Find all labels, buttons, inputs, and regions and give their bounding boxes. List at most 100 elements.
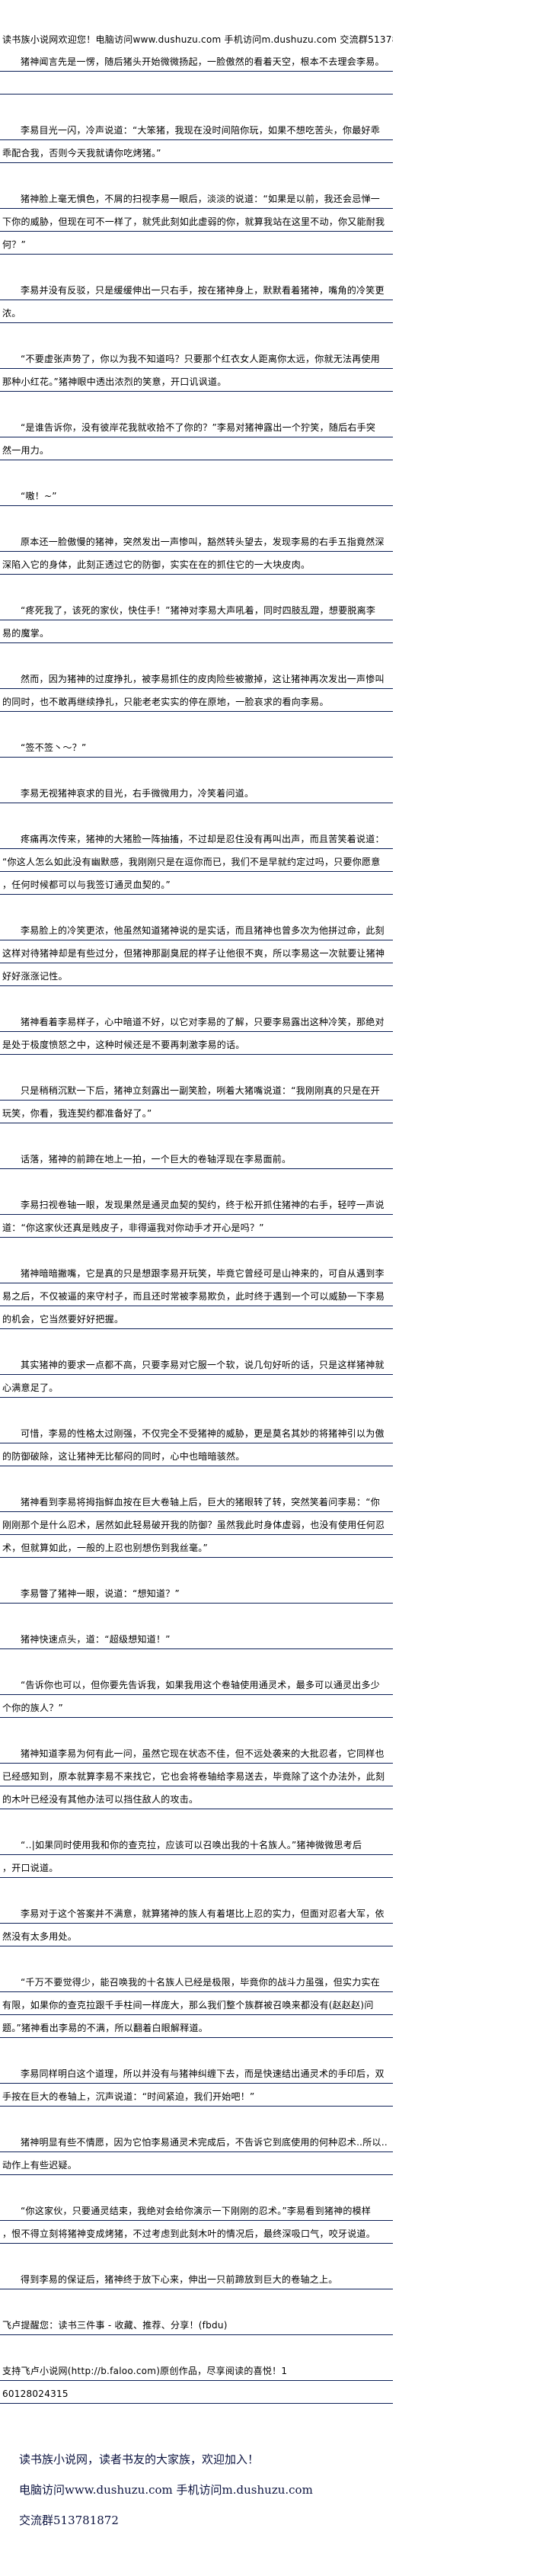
paragraph-gap <box>0 1055 393 1078</box>
paragraph-line: 是处于极度愤怒之中，这种时候还是不要再刺激李易的话。 <box>0 1032 393 1055</box>
paragraph-gap <box>0 1466 393 1489</box>
paragraph-gap <box>0 95 393 117</box>
paragraph-line: 猪神快速点头，道：“超级想知道！” <box>0 1626 393 1649</box>
paragraph-line: 话落，猪神的前蹄在地上一拍，一个巨大的卷轴浮现在李易面前。 <box>0 1146 393 1169</box>
paragraph-gap <box>0 1398 393 1421</box>
paragraph-line: 易的魔掌。 <box>0 620 393 643</box>
paragraph-line: 李易并没有反驳，只是缓缓伸出一只右手，按在猪神身上，默默看着猪神，嘴角的冷笑更 <box>0 277 393 300</box>
paragraph-line: 疼痛再次传来，猪神的大猪脸一阵抽搐，不过却是忍住没有再叫出声，而且苦笑着说道： <box>0 826 393 849</box>
paragraph-line: 得到李易的保证后，猪神终于放下心来，伸出一只前蹄放到巨大的卷轴之上。 <box>0 2267 393 2289</box>
paragraph-line: ，任何时候都可以与我签订通灵血契的。” <box>0 872 393 895</box>
paragraph-line: 然一用力。 <box>0 437 393 460</box>
paragraph-line: 李易同样明白这个道理，所以并没有与猪神纠缠下去，而是快速结出通灵术的手印后，双 <box>0 2061 393 2084</box>
paragraph-gap <box>0 1123 393 1146</box>
paragraph-gap <box>0 323 393 346</box>
paragraph-line: “‥|如果同时使用我和你的查克拉，应该可以召唤出我的十名族人。”猪神微微思考后 <box>0 1832 393 1855</box>
paragraph-line: 李易无视猪神哀求的目光，右手微微用力，冷笑着问道。 <box>0 780 393 803</box>
paragraph-line: 那种小红花。”猪神眼中透出浓烈的笑意，开口讥讽道。 <box>0 369 393 392</box>
paragraph-line: “你这家伙，只要通灵结束，我绝对会给你演示一下刚刚的忍术。”李易看到猪神的模样 <box>0 2198 393 2221</box>
paragraph-line: 道：“你这家伙还真是贱皮子，非得逼我对你动手才开心是吗？” <box>0 1215 393 1238</box>
paragraph-line: 题。”猪神看出李易的不满，所以翻着白眼解释道。 <box>0 2015 393 2038</box>
paragraph-gap <box>0 2107 393 2129</box>
paragraph-line: 猪神明显有些不情愿，因为它怕李易通灵术完成后，不告诉它到底使用的何种忍术‥所以‥ <box>0 2129 393 2152</box>
paragraph-gap <box>0 1329 393 1352</box>
footer-urls: 电脑访问www.dushuzu.com 手机访问m.dushuzu.com <box>19 2483 313 2497</box>
paragraph-line: 猪神知道李易为何有此一问，虽然它现在状态不佳，但不远处袭来的大批忍者，它同样也 <box>0 1741 393 1764</box>
notice-line: 支持飞卢小说网(http://b.faloo.com)原创作品，尽享阅读的喜悦！… <box>0 2358 393 2381</box>
paragraph-line: 个你的族人？” <box>0 1695 393 1718</box>
paragraph-line: 这样对待猪神却是有些过分，但猪神那副臭屁的样子让他很不爽，所以李易这一次就要让猪… <box>0 940 393 963</box>
paragraph-gap <box>0 1649 393 1672</box>
paragraph-line: ，开口说道。 <box>0 1855 393 1878</box>
footer-group: 交流群513781872 <box>19 2514 119 2527</box>
site-footer: 读书族小说网，读者书友的大家族，欢迎加入！ 电脑访问www.dushuzu.co… <box>19 2448 313 2539</box>
paragraph-gap <box>0 1718 393 1741</box>
paragraph-line: 李易瞥了猪神一眼，说道：“想知道？” <box>0 1581 393 1604</box>
paragraph-line: 下你的威胁，但现在可不一样了，就凭此刻如此虚弱的你，就算我站在这里不动，你又能耐… <box>0 209 393 232</box>
paragraph-line: ，恨不得立刻将猪神变成烤猪，不过考虑到此刻木叶的情况后，最终深吸口气，咬牙说道。 <box>0 2221 393 2244</box>
paragraph-line: 术，但就算如此，一般的上忍也别想伤到我丝毫。” <box>0 1535 393 1558</box>
paragraph-line: 易之后，不仅被逼的来守村子，而且还时常被李易欺负，此时终于遇到一个可以威胁一下李… <box>0 1283 393 1306</box>
footer-slogan: 读书族小说网，读者书友的大家族，欢迎加入！ <box>19 2453 260 2466</box>
paragraph-line: 猪神闻言先是一愣，随后猪头开始微微扬起，一脸傲然的看着天空，根本不去理会李易。 <box>0 49 393 72</box>
blank-ruled-line <box>0 72 393 95</box>
paragraph-gap <box>0 575 393 598</box>
paragraph-gap <box>0 2335 393 2358</box>
paragraph-line: 好好涨涨记性。 <box>0 963 393 986</box>
paragraph-line: 的机会，它当然要好好把握。 <box>0 1306 393 1329</box>
paragraph-line: 已经感知到，原本就算李易不来找它，它也会将卷轴给李易送去，毕竟除了这个办法外，此… <box>0 1764 393 1786</box>
paragraph-gap <box>0 2175 393 2198</box>
paragraph-line: 玩笑，你看，我连契约都准备好了。” <box>0 1101 393 1123</box>
paragraph-line: “签不签丶～？” <box>0 735 393 758</box>
paragraph-gap <box>0 2244 393 2267</box>
paragraph-line: 乖配合我，否则今天我就请你吃烤猪。” <box>0 140 393 163</box>
paragraph-line: 深陷入它的身体，此刻正透过它的防御，实实在在的抓住它的一大块皮肉。 <box>0 552 393 575</box>
paragraph-line: 的防御破除，这让猪神无比郁闷的同时，心中也暗暗骇然。 <box>0 1443 393 1466</box>
paragraph-gap <box>0 1946 393 1969</box>
paragraph-line: 何？” <box>0 232 393 255</box>
paragraph-line: 刚刚那个是什么忍术，居然如此轻易破开我的防御？虽然我此时身体虚弱，也没有使用任何… <box>0 1512 393 1535</box>
paragraph-line: “千万不要觉得少，能召唤我的十名族人已经是极限，毕竟你的战斗力虽强，但实力实在 <box>0 1969 393 1992</box>
paragraph-gap <box>0 1604 393 1626</box>
paragraph-line: 猪神看着李易样子，心中暗道不好，以它对李易的了解，只要李易露出这种冷笑，那绝对 <box>0 1009 393 1032</box>
paragraph-line: 猪神暗暗撇嘴，它是真的只是想跟李易开玩笑，毕竟它曾经可是山神来的，可自从遇到李 <box>0 1261 393 1283</box>
paragraph-line: 的木叶已经没有其他办法可以挡住敌人的攻击。 <box>0 1786 393 1809</box>
paragraph-line: 心满意足了。 <box>0 1375 393 1398</box>
paragraph-line: “嗷！~” <box>0 483 393 506</box>
paragraph-line: 李易对于这个答案并不满意，就算猪神的族人有着堪比上忍的实力，但面对忍者大军，依 <box>0 1901 393 1924</box>
notice-line: 飞卢提醒您：读书三件事 - 收藏、推荐、分享！(fbdu) <box>0 2312 393 2335</box>
paragraph-gap <box>0 895 393 918</box>
paragraph-line: 原本还一脸傲慢的猪神，突然发出一声惨叫，豁然转头望去，发现李易的右手五指竟然深 <box>0 529 393 552</box>
paragraph-gap <box>0 712 393 735</box>
paragraph-line: 的同时，也不敢再继续挣扎，只能老老实实的停在原地，一脸哀求的看向李易。 <box>0 689 393 712</box>
paragraph-line: “不要虚张声势了，你以为我不知道吗？只要那个红衣女人距离你太远，你就无法再使用 <box>0 346 393 369</box>
paragraph-line: 只是稍稍沉默一下后，猪神立刻露出一副笑脸，咧着大猪嘴说道：“我刚刚真的只是在开 <box>0 1078 393 1101</box>
paragraph-gap <box>0 392 393 415</box>
notice-line: 60128024315 <box>0 2381 393 2404</box>
chapter-text: 读书族小说网欢迎您！电脑访问www.dushuzu.com 手机访问m.dush… <box>0 26 393 2404</box>
paragraph-gap <box>0 2038 393 2061</box>
paragraph-line: “你这人怎么如此没有幽默感，我刚刚只是在逗你而已，我们不是早就约定过吗，只要你愿… <box>0 849 393 872</box>
paragraph-gap <box>0 460 393 483</box>
site-banner: 读书族小说网欢迎您！电脑访问www.dushuzu.com 手机访问m.dush… <box>2 34 393 45</box>
paragraph-gap <box>0 986 393 1009</box>
paragraph-gap <box>0 643 393 666</box>
paragraph-gap <box>0 803 393 826</box>
paragraph-line: 然没有太多用处。 <box>0 1924 393 1946</box>
paragraph-line: 有限，如果你的查克拉跟千手柱间一样庞大，那么我们整个族群被召唤来都没有(赵赵赵)… <box>0 1992 393 2015</box>
paragraph-line: 李易脸上的冷笑更浓，他虽然知道猪神说的是实话，而且猪神也曾多次为他拼过命，此刻 <box>0 918 393 940</box>
paragraph-gap <box>0 1878 393 1901</box>
paragraph-line: 其实猪神的要求一点都不高，只要李易对它服一个软，说几句好听的话，只是这样猪神就 <box>0 1352 393 1375</box>
paragraph-gap <box>0 1169 393 1192</box>
paragraph-line: 浓。 <box>0 300 393 323</box>
paragraph-line: 李易扫视卷轴一眼，发现果然是通灵血契的契约，终于松开抓住猪神的右手，轻哼一声说 <box>0 1192 393 1215</box>
paragraph-line: 然而，因为猪神的过度挣扎，被李易抓住的皮肉险些被撤掉，这让猪神再次发出一声惨叫 <box>0 666 393 689</box>
paragraph-line: 猪神脸上毫无惧色，不屑的扫视李易一眼后，淡淡的说道：“如果是以前，我还会忌惮一 <box>0 186 393 209</box>
paragraph-line: 猪神看到李易将拇指鲜血按在巨大卷轴上后，巨大的猪眼转了转，突然笑着问李易：“你 <box>0 1489 393 1512</box>
paragraph-gap <box>0 1558 393 1581</box>
paragraph-gap <box>0 1809 393 1832</box>
paragraph-gap <box>0 758 393 780</box>
paragraph-gap <box>0 2289 393 2312</box>
paragraph-gap <box>0 163 393 186</box>
paragraph-line: 可惜，李易的性格太过刚强，不仅完全不受猪神的威胁，更是莫名其妙的将猪神引以为傲 <box>0 1421 393 1443</box>
